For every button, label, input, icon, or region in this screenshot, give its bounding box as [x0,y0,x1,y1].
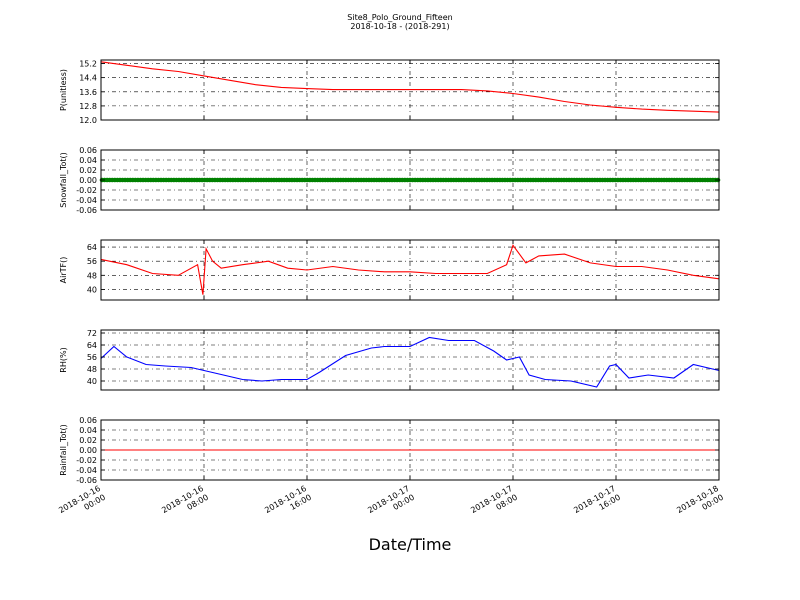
y-tick-label-2-2: 48 [87,271,97,280]
y-axis-label-0: P(unitless) [59,69,68,111]
y-tick-label-2-3: 40 [87,285,97,294]
x-tick-label-3: 2018-10-1700:00 [366,484,416,524]
y-tick-label-3-4: 40 [87,377,97,386]
y-axis-label-4: Rainfall_Tot() [59,424,68,476]
y-tick-label-0-2: 13.6 [79,88,97,97]
y-tick-label-1-4: -0.02 [76,186,97,195]
y-tick-label-1-1: 0.04 [79,156,97,165]
y-tick-label-3-0: 72 [87,329,97,338]
x-tick-label-5: 2018-10-1716:00 [572,484,622,524]
panels: 15.214.413.612.812.0P(unitless)0.060.040… [59,59,721,485]
y-axis-label-2: AirTF() [59,257,68,284]
y-tick-label-4-5: -0.04 [76,466,97,475]
y-tick-label-4-1: 0.04 [79,426,97,435]
y-tick-label-1-2: 0.02 [79,166,97,175]
y-tick-label-4-6: -0.06 [76,476,97,485]
panel-3: 72 64 56 48 40 RH(%) [59,329,720,391]
chart-subtitle: 2018-10-18 - (2018-291) [350,22,449,31]
x-tick-label-2: 2018-10-1616:00 [263,484,313,524]
x-tick-label-6: 2018-10-1800:00 [675,484,725,524]
x-axis-label: Date/Time [369,535,452,554]
y-tick-label-3-3: 48 [87,365,97,374]
y-tick-label-4-2: 0.02 [79,436,97,445]
y-tick-label-0-3: 12.8 [79,102,97,111]
x-tick-labels: 2018-10-1600:00 2018-10-1608:00 2018-10-16… [57,484,725,524]
x-tick-label-4: 2018-10-1708:00 [469,484,519,524]
panel-0: 15.2 14.4 13.6 12.8 12.0 P(unitless) [59,59,720,125]
panel-1: 0.060.040.020.00-0.02-0.04-0.06 Snowfall_… [59,146,721,215]
y-tick-label-1-0: 0.06 [79,146,97,155]
y-tick-label-4-3: 0.00 [79,446,97,455]
chart-title: Site8_Polo_Ground_Fifteen [347,13,452,22]
y-tick-label-3-1: 64 [87,341,97,350]
y-tick-label-2-1: 56 [87,257,97,266]
y-tick-label-1-3: 0.00 [79,176,97,185]
y-tick-label-0-0: 15.2 [79,60,97,69]
x-tick-label-1: 2018-10-1608:00 [160,484,210,524]
series-line-2 [100,244,720,295]
x-tick-label-0: 2018-10-1600:00 [57,484,107,524]
series-line-3 [100,336,720,388]
y-tick-label-0-4: 12.0 [79,116,97,125]
series-line-0 [100,61,720,113]
y-tick-label-1-6: -0.06 [76,206,97,215]
y-tick-label-1-5: -0.04 [76,196,97,205]
y-tick-label-4-0: 0.06 [79,416,97,425]
y-tick-label-0-1: 14.4 [79,74,97,83]
y-tick-label-4-4: -0.02 [76,456,97,465]
y-axis-label-1: Snowfall_Tot() [59,152,68,208]
y-axis-label-3: RH(%) [59,347,68,372]
panel-2: 64 56 48 40 AirTF() [59,239,720,301]
y-tick-label-3-2: 56 [87,353,97,362]
y-tick-label-2-0: 64 [87,243,97,252]
panel-4: 0.060.040.020.00-0.02-0.04-0.06 Rainfall_… [59,416,720,485]
